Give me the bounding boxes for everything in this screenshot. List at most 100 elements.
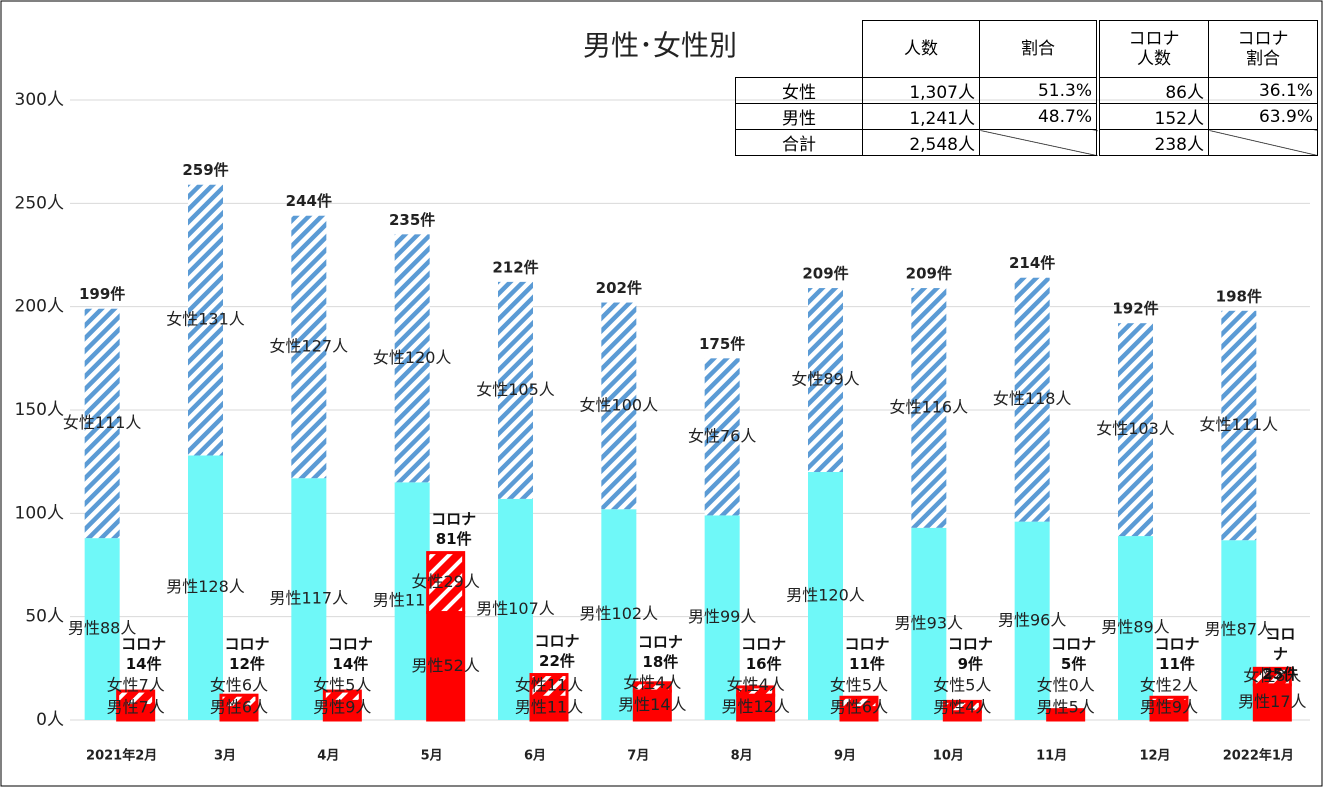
x-tick-label: 3月	[214, 749, 236, 764]
corona-data-label: 女性4人	[623, 673, 681, 692]
corona-total-label: コロナ 11件	[1154, 635, 1200, 673]
bar-segment	[601, 509, 637, 720]
x-tick-label: 2022年1月	[1223, 748, 1294, 764]
table-cell: 2,548人	[862, 129, 980, 156]
corona-total-label: コロナ 14件	[121, 635, 167, 673]
y-tick-label: 100人	[15, 503, 64, 523]
x-tick-label: 2021年2月	[86, 748, 157, 764]
data-label: 男性88人	[68, 619, 136, 638]
corona-data-label: 女性5人	[313, 676, 371, 695]
corona-segment	[839, 695, 879, 710]
bar-segment	[84, 538, 120, 720]
total-label: 202件	[596, 279, 642, 297]
data-label: 女性127人	[270, 336, 349, 355]
table-cell: 51.3%	[979, 77, 1099, 104]
bar-segment	[808, 472, 843, 720]
corona-data-label: 女性11人	[515, 675, 583, 694]
bar-segment	[188, 184, 223, 456]
data-label: 男性96人	[998, 610, 1066, 629]
total-label: 198件	[1216, 287, 1262, 305]
data-label: 男性107人	[476, 599, 555, 618]
y-tick-label: 50人	[25, 607, 64, 627]
y-tick-label: 300人	[15, 90, 64, 110]
total-label: 175件	[699, 335, 745, 353]
x-tick-label: 8月	[731, 749, 753, 764]
total-label: 199件	[79, 285, 125, 303]
table-cell: 48.7%	[979, 103, 1099, 130]
corona-data-label: 男性6人	[210, 698, 268, 717]
corona-total-label: コロナ 9件	[947, 635, 993, 673]
corona-segment	[1046, 708, 1086, 722]
data-label: 男性117人	[270, 589, 349, 608]
bar-segment	[291, 215, 327, 479]
corona-data-label: 男性7人	[107, 698, 165, 717]
corona-total-label: コロナ 81件	[431, 509, 477, 548]
corona-segment	[219, 693, 259, 710]
y-tick-label: 250人	[15, 193, 64, 213]
bar-segment	[188, 455, 223, 720]
corona-data-label: 男性5人	[1037, 698, 1095, 717]
corona-segment	[632, 681, 672, 693]
corona-total-label: コロナ 14件	[327, 635, 373, 673]
corona-data-label: 女性7人	[107, 676, 165, 695]
x-tick-label: 4月	[317, 749, 339, 764]
corona-total-label: コロナ 22件	[534, 631, 580, 670]
table-cell: 86人	[1096, 77, 1209, 104]
bar-segment	[1014, 521, 1050, 720]
corona-data-label: 男性12人	[721, 697, 789, 716]
bar-segment	[291, 478, 327, 720]
table-cell: 1,307人	[862, 77, 980, 104]
table-header-cell: 人数	[862, 20, 980, 78]
bar-segment	[911, 288, 947, 528]
corona-segment	[1149, 695, 1189, 703]
corona-segment	[529, 673, 569, 699]
corona-data-label: 男性9人	[1140, 698, 1198, 717]
corona-data-label: 女性29人	[411, 572, 479, 591]
bar-segment	[1221, 310, 1257, 541]
x-tick-label: 12月	[1139, 749, 1170, 764]
corona-data-label: 男性14人	[618, 695, 686, 714]
corona-data-label: 女性2人	[1140, 676, 1198, 695]
total-label: 209件	[802, 265, 848, 283]
total-label: 235件	[389, 211, 435, 229]
corona-total-label: コロナ 18件	[637, 632, 683, 671]
corona-total-label: コロナ 12件	[224, 635, 270, 673]
data-label: 女性76人	[688, 426, 756, 445]
corona-data-label: 女性5人	[933, 676, 991, 695]
data-label: 女性116人	[890, 397, 969, 416]
corona-data-label: 男性4人	[933, 698, 991, 717]
table-cell	[1208, 129, 1318, 156]
corona-total-label: コロナ 5件	[1051, 635, 1097, 673]
x-tick-label: 6月	[524, 749, 546, 764]
corona-data-label: 女性8人	[1243, 666, 1301, 685]
table-cell: 女性	[735, 77, 863, 104]
corona-segment	[426, 551, 466, 615]
data-label: 女性103人	[1096, 419, 1175, 438]
bar-segment	[1221, 540, 1257, 720]
table-header-cell: コロナ 人数	[1096, 20, 1209, 78]
data-label: 男性87人	[1205, 620, 1273, 639]
data-label: 女性120人	[373, 348, 452, 367]
y-tick-label: 200人	[15, 297, 64, 317]
table-header-cell: コロナ 割合	[1208, 20, 1318, 78]
data-label: 女性131人	[166, 310, 245, 329]
corona-total-label: コロナ 16件	[741, 634, 787, 673]
table-row: 合計 2,548人 238人	[735, 129, 1318, 156]
corona-data-label: 女性0人	[1037, 676, 1095, 695]
corona-data-label: 男性17人	[1238, 692, 1306, 711]
corona-total-label: コロナ 11件	[844, 635, 890, 673]
table-cell: 36.1%	[1208, 77, 1318, 104]
table-cell	[979, 129, 1099, 156]
table-row: 女性 1,307人 51.3% 86人 36.1%	[735, 77, 1318, 104]
total-label: 214件	[1009, 254, 1055, 272]
bar-segment	[911, 527, 947, 720]
bar-segment	[394, 234, 430, 483]
y-tick-label: 0人	[36, 710, 64, 730]
data-label: 女性105人	[476, 380, 555, 399]
table-row: 男性 1,241人 48.7% 152人 63.9%	[735, 103, 1318, 130]
data-label: 男性120人	[786, 586, 865, 605]
bar-segment	[84, 308, 120, 539]
bar-segment	[808, 288, 843, 472]
